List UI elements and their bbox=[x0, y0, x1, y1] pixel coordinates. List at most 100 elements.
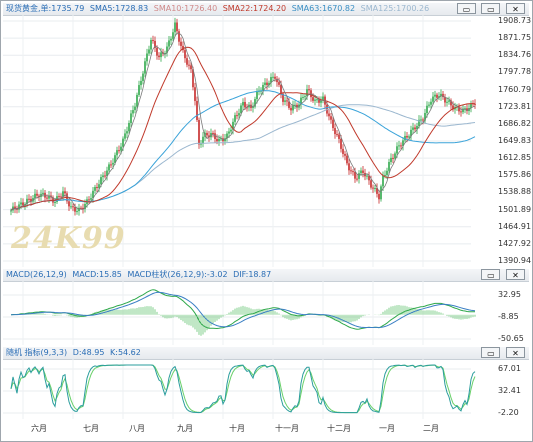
candle-body bbox=[218, 138, 220, 142]
candle-body bbox=[176, 22, 178, 32]
macd-hist-label: MACD柱状(26,12,9):-3.02 bbox=[127, 270, 228, 279]
candle-body bbox=[270, 77, 272, 83]
candle-body bbox=[132, 110, 134, 114]
month-label: 十月 bbox=[229, 424, 245, 433]
signal-line bbox=[11, 291, 476, 329]
candle-body bbox=[362, 170, 364, 173]
candle-body bbox=[394, 153, 396, 159]
candle-body bbox=[198, 120, 200, 145]
month-label: 九月 bbox=[177, 424, 193, 433]
macd-pane-header: MACD(26,12,9) MACD:15.85 MACD柱状(26,12,9)… bbox=[3, 269, 529, 282]
candle-body bbox=[400, 145, 402, 147]
candle-body bbox=[34, 193, 36, 199]
y-tick-label: 1760.79 bbox=[498, 84, 532, 94]
candle-body bbox=[462, 108, 464, 113]
candle-body bbox=[158, 55, 160, 58]
candle-body bbox=[164, 52, 166, 54]
candle-body bbox=[340, 138, 342, 149]
y-tick-label: 1797.78 bbox=[498, 67, 532, 77]
candle-body bbox=[434, 94, 436, 97]
candle-body bbox=[248, 104, 250, 108]
candle-body bbox=[188, 64, 190, 66]
candle-body bbox=[436, 94, 438, 98]
candle-body bbox=[184, 50, 186, 59]
dif-label: DIF:18.87 bbox=[233, 270, 272, 279]
candle-body bbox=[96, 187, 98, 189]
candle-body bbox=[196, 100, 198, 121]
y-tick-label: -50.65 bbox=[498, 334, 524, 343]
price-pane-header: 现货黄金,单:1735.79 SMA5:1728.83 SMA10:1726.4… bbox=[3, 3, 529, 16]
candle-body bbox=[314, 99, 316, 101]
candle-body bbox=[194, 87, 196, 101]
candle-body bbox=[458, 106, 460, 112]
candle-body bbox=[378, 193, 380, 200]
candle-body bbox=[170, 38, 172, 41]
minimize-button[interactable]: ▭ bbox=[456, 3, 476, 14]
macd-close-button[interactable]: ✕ bbox=[506, 269, 525, 280]
y-tick-label: 1612.85 bbox=[498, 153, 532, 163]
maximize-button[interactable]: ▭ bbox=[481, 3, 501, 14]
candle-body bbox=[112, 162, 114, 165]
macd-value-label: MACD:15.85 bbox=[72, 270, 122, 279]
candle-body bbox=[350, 170, 352, 172]
candle-body bbox=[300, 97, 302, 105]
candle-body bbox=[402, 140, 404, 147]
candle-body bbox=[58, 196, 60, 198]
candle-body bbox=[268, 82, 270, 86]
y-tick-label: 32.95 bbox=[498, 290, 521, 299]
candle-body bbox=[282, 93, 284, 102]
candle-body bbox=[78, 207, 80, 212]
candle-body bbox=[138, 85, 140, 95]
candle-body bbox=[62, 191, 64, 197]
candle-body bbox=[20, 202, 22, 205]
candle-body bbox=[320, 100, 322, 103]
y-tick-label: 1723.81 bbox=[498, 101, 532, 111]
stochastic-chart[interactable] bbox=[3, 359, 529, 419]
candle-body bbox=[334, 128, 336, 135]
candle-body bbox=[72, 206, 74, 208]
candle-body bbox=[460, 111, 462, 113]
candle-body bbox=[306, 89, 308, 97]
month-label: 六月 bbox=[31, 424, 47, 433]
candle-body bbox=[120, 146, 122, 151]
candle-body bbox=[212, 133, 214, 135]
candle-body bbox=[328, 113, 330, 117]
close-button[interactable]: ✕ bbox=[506, 3, 525, 14]
candle-body bbox=[144, 61, 146, 74]
candle-body bbox=[160, 52, 162, 58]
candle-body bbox=[16, 208, 18, 210]
candle-body bbox=[80, 207, 82, 209]
candle-body bbox=[90, 198, 92, 200]
candle-body bbox=[430, 101, 432, 105]
stochastic-close-button[interactable]: ✕ bbox=[506, 347, 525, 358]
candle-body bbox=[216, 139, 218, 142]
candle-body bbox=[126, 131, 128, 134]
y-tick-label: -2.20 bbox=[498, 408, 519, 417]
candle-body bbox=[206, 132, 208, 136]
sma63-label: SMA63:1670.82 bbox=[291, 4, 356, 13]
y-tick-label: 1390.94 bbox=[498, 256, 532, 265]
candle-body bbox=[302, 96, 304, 98]
price-chart[interactable] bbox=[3, 15, 529, 267]
macd-chart[interactable] bbox=[3, 281, 529, 345]
y-tick-label: -8.85 bbox=[498, 312, 519, 321]
candle-body bbox=[214, 133, 216, 140]
candle-body bbox=[226, 133, 228, 139]
macd-maximize-button[interactable]: ▭ bbox=[481, 269, 501, 280]
brand-watermark: 24K99 bbox=[11, 221, 126, 256]
candle-body bbox=[294, 104, 296, 106]
candle-body bbox=[98, 184, 100, 188]
sma125-line bbox=[10, 104, 476, 211]
candle-body bbox=[444, 97, 446, 103]
sma5-label: SMA5:1728.83 bbox=[89, 4, 149, 13]
candle-body bbox=[146, 53, 148, 62]
candle-body bbox=[84, 204, 86, 210]
candle-body bbox=[332, 119, 334, 129]
candle-body bbox=[150, 39, 152, 50]
stochastic-maximize-button[interactable]: ▭ bbox=[481, 347, 501, 358]
candle-body bbox=[76, 211, 78, 213]
month-label: 一月 bbox=[379, 424, 395, 433]
candle-body bbox=[180, 41, 182, 46]
candle-body bbox=[338, 134, 340, 139]
sma22-label: SMA22:1724.20 bbox=[222, 4, 287, 13]
